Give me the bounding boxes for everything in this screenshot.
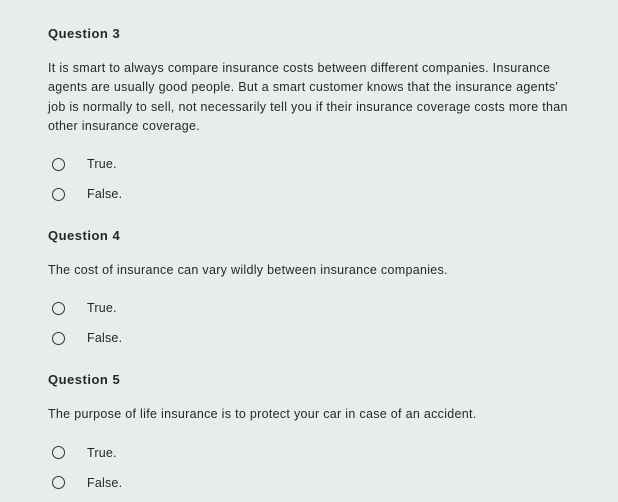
option-true[interactable]: True. (52, 154, 570, 174)
option-false[interactable]: False. (52, 473, 570, 493)
radio-icon (52, 302, 65, 315)
option-label: False. (87, 328, 122, 348)
radio-icon (52, 158, 65, 171)
question-text: The purpose of life insurance is to prot… (48, 405, 570, 424)
question-3-block: Question 3 It is smart to always compare… (48, 24, 570, 204)
option-label: True. (87, 443, 117, 463)
options-group: True. False. (48, 154, 570, 204)
question-4-block: Question 4 The cost of insurance can var… (48, 226, 570, 348)
options-group: True. False. (48, 443, 570, 493)
question-text: It is smart to always compare insurance … (48, 59, 570, 137)
radio-icon (52, 476, 65, 489)
question-title: Question 5 (48, 370, 570, 391)
option-label: True. (87, 154, 117, 174)
question-5-block: Question 5 The purpose of life insurance… (48, 370, 570, 492)
radio-icon (52, 446, 65, 459)
option-false[interactable]: False. (52, 328, 570, 348)
question-text: The cost of insurance can vary wildly be… (48, 261, 570, 280)
radio-icon (52, 188, 65, 201)
option-true[interactable]: True. (52, 443, 570, 463)
question-title: Question 3 (48, 24, 570, 45)
options-group: True. False. (48, 298, 570, 348)
option-true[interactable]: True. (52, 298, 570, 318)
option-label: False. (87, 473, 122, 493)
question-title: Question 4 (48, 226, 570, 247)
radio-icon (52, 332, 65, 345)
option-label: True. (87, 298, 117, 318)
option-label: False. (87, 184, 122, 204)
option-false[interactable]: False. (52, 184, 570, 204)
